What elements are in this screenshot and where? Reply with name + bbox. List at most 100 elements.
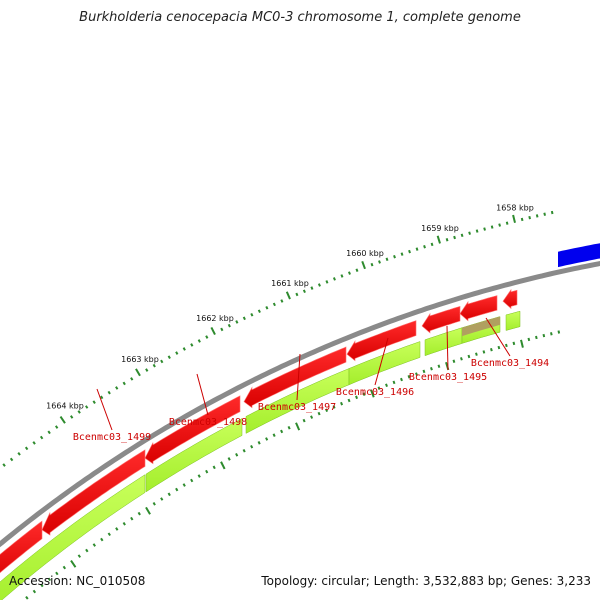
minor-tick [482, 350, 486, 354]
minor-tick [498, 223, 501, 227]
accession: Accession: NC_010508 [9, 574, 146, 588]
minor-tick [190, 478, 194, 483]
minor-tick [423, 245, 426, 249]
other-feature-block [558, 243, 600, 268]
minor-tick [445, 238, 449, 242]
cds-arrow [346, 320, 417, 362]
minor-tick [182, 347, 186, 351]
minor-tick [483, 227, 486, 231]
minor-tick [205, 469, 209, 474]
minor-tick [160, 359, 164, 364]
kbp-tick-label: 1662 kbp [196, 314, 234, 323]
minor-tick [100, 395, 104, 400]
minor-tick [265, 305, 269, 310]
gene-block [348, 341, 421, 386]
minor-tick [160, 497, 164, 501]
minor-tick [347, 398, 351, 403]
gene-track [0, 310, 521, 600]
kbp-tick-label: 1660 kbp [346, 249, 384, 258]
minor-tick [32, 589, 37, 594]
minor-tick [242, 316, 246, 321]
minor-tick [362, 392, 366, 396]
minor-tick [535, 214, 539, 218]
inner-tick-marks [25, 330, 561, 600]
gene-labels: Bcenmc03_1494Bcenmc03_1495Bcenmc03_1496B… [73, 317, 549, 443]
minor-tick [257, 309, 261, 314]
major-tick [285, 291, 291, 300]
minor-tick [527, 337, 531, 342]
minor-tick [205, 335, 209, 339]
gene-label-leader [485, 317, 511, 357]
minor-tick [505, 221, 509, 225]
minor-tick [85, 548, 89, 553]
minor-tick [528, 215, 531, 220]
minor-tick [257, 441, 261, 445]
minor-tick [9, 457, 14, 462]
minor-tick [107, 390, 111, 395]
major-tick [512, 214, 516, 223]
minor-tick [265, 437, 269, 441]
minor-tick [152, 363, 156, 368]
minor-tick [100, 537, 104, 542]
cds-arrow [502, 288, 518, 310]
gene-block [505, 310, 521, 331]
cds-arrow [144, 395, 241, 465]
minor-tick [250, 444, 254, 449]
minor-tick [475, 229, 479, 233]
kbp-tick-label: 1661 kbp [271, 279, 309, 288]
minor-tick [415, 247, 419, 251]
minor-tick [437, 364, 441, 368]
minor-tick [280, 299, 284, 303]
gene-block [424, 327, 463, 357]
minor-tick [92, 400, 96, 404]
minor-tick [490, 347, 493, 352]
minor-tick [54, 425, 59, 429]
minor-tick [39, 435, 44, 440]
minor-tick [175, 351, 179, 355]
minor-tick [325, 280, 329, 284]
kbp-labels: 1658 kbp 1659 kbp 1660 kbp 1661 kbp 1662 kbp… [46, 203, 534, 410]
major-tick [59, 416, 66, 424]
minor-tick [167, 355, 171, 360]
minor-tick [130, 516, 134, 521]
major-tick [220, 461, 226, 470]
major-tick [135, 368, 141, 377]
minor-tick [55, 571, 59, 576]
minor-tick [250, 312, 254, 317]
minor-tick [122, 381, 126, 386]
minor-tick [378, 260, 381, 264]
minor-tick [468, 231, 471, 235]
minor-tick [115, 527, 119, 531]
cds-arrow [459, 295, 498, 322]
minor-tick [340, 401, 344, 406]
minor-tick [167, 492, 171, 497]
minor-tick [370, 262, 374, 267]
minor-tick [453, 235, 456, 240]
minor-tick [77, 554, 81, 558]
minor-tick [17, 452, 21, 456]
minor-tick [280, 429, 284, 434]
minor-tick [430, 242, 434, 247]
minor-tick [115, 386, 119, 390]
minor-tick [47, 577, 52, 582]
other-feature [558, 243, 600, 268]
minor-tick [422, 369, 426, 374]
cds-track [0, 288, 518, 574]
major-tick [436, 235, 441, 244]
pseudo-gene-block [462, 316, 500, 337]
minor-tick [310, 286, 314, 290]
gene-label: Bcenmc03_1494 [471, 358, 549, 369]
minor-tick [452, 359, 456, 363]
minor-tick [542, 333, 546, 338]
minor-tick [122, 521, 126, 526]
minor-tick [385, 383, 388, 388]
minor-tick [377, 386, 381, 390]
minor-tick [272, 302, 276, 307]
minor-tick [24, 446, 29, 451]
minor-tick [520, 217, 524, 222]
minor-tick [70, 415, 74, 419]
minor-tick [235, 453, 239, 457]
minor-tick [392, 380, 396, 385]
minor-tick [550, 210, 554, 215]
outer-tick-marks [2, 210, 554, 467]
